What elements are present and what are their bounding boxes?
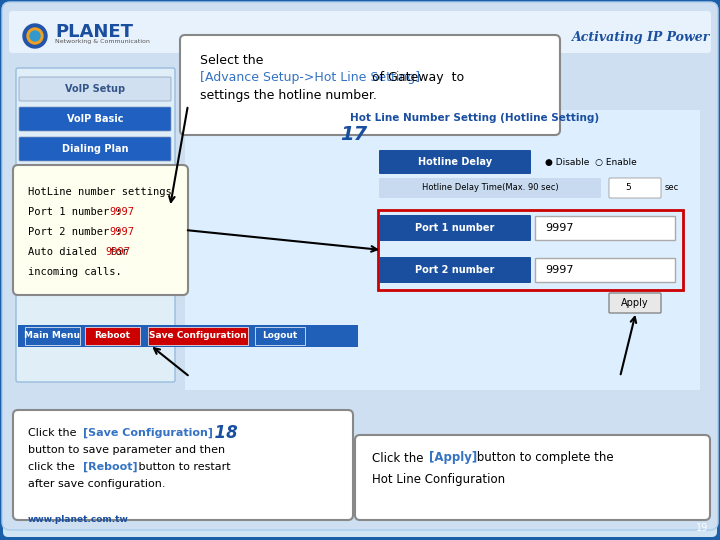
Circle shape: [27, 28, 43, 44]
Text: Select the: Select the: [200, 53, 264, 66]
FancyBboxPatch shape: [379, 178, 601, 198]
FancyBboxPatch shape: [609, 178, 661, 198]
Text: Auto dialed  for: Auto dialed for: [28, 247, 128, 257]
Text: Hotline Delay: Hotline Delay: [418, 157, 492, 167]
Text: click the: click the: [28, 462, 78, 472]
FancyBboxPatch shape: [19, 227, 171, 251]
Text: 18: 18: [203, 424, 238, 442]
FancyBboxPatch shape: [85, 327, 140, 345]
Text: button to restart: button to restart: [135, 462, 230, 472]
Text: 5: 5: [625, 184, 631, 192]
Text: HotLine number settings: HotLine number settings: [28, 187, 172, 197]
Circle shape: [30, 31, 40, 41]
Text: ● Disable  ○ Enable: ● Disable ○ Enable: [545, 158, 636, 166]
FancyBboxPatch shape: [16, 68, 175, 382]
Text: Click the: Click the: [28, 428, 80, 438]
Text: Port 2 number :: Port 2 number :: [28, 227, 128, 237]
Text: of Gateway  to: of Gateway to: [369, 71, 464, 84]
Text: Hot Line Configuration: Hot Line Configuration: [372, 474, 505, 487]
Text: 9997: 9997: [545, 223, 574, 233]
FancyBboxPatch shape: [19, 167, 171, 191]
FancyBboxPatch shape: [535, 258, 675, 282]
Text: Main Menu: Main Menu: [24, 332, 81, 341]
Text: after save configuration.: after save configuration.: [28, 479, 166, 489]
FancyBboxPatch shape: [3, 3, 717, 537]
Bar: [0, 0, 720, 40]
FancyBboxPatch shape: [609, 293, 661, 313]
Text: [Save Configuration]: [Save Configuration]: [83, 428, 213, 438]
Text: VoIP Setup: VoIP Setup: [65, 84, 125, 94]
Text: VoIP Basic: VoIP Basic: [67, 114, 123, 124]
Text: 9997: 9997: [109, 227, 135, 237]
FancyBboxPatch shape: [180, 35, 560, 135]
Text: Networking & Communication: Networking & Communication: [55, 38, 150, 44]
Text: Save Configuration: Save Configuration: [149, 332, 247, 341]
FancyBboxPatch shape: [185, 110, 700, 390]
Text: button to save parameter and then: button to save parameter and then: [28, 445, 225, 455]
FancyBboxPatch shape: [9, 11, 711, 53]
Text: Hot Line Setting: Hot Line Setting: [50, 204, 140, 214]
FancyBboxPatch shape: [148, 327, 248, 345]
FancyBboxPatch shape: [13, 165, 188, 295]
Text: Port 1 number: Port 1 number: [415, 223, 495, 233]
FancyBboxPatch shape: [355, 435, 710, 520]
FancyBboxPatch shape: [25, 327, 80, 345]
Text: 9997: 9997: [545, 265, 574, 275]
Text: Click the: Click the: [372, 451, 427, 464]
Text: Reboot: Reboot: [94, 332, 130, 341]
FancyBboxPatch shape: [19, 77, 171, 101]
Text: [Advance Setup->Hot Line Setting]: [Advance Setup->Hot Line Setting]: [200, 71, 420, 84]
Text: [Reboot]: [Reboot]: [83, 462, 138, 472]
FancyBboxPatch shape: [18, 325, 358, 347]
Text: 17: 17: [340, 125, 367, 145]
FancyBboxPatch shape: [19, 197, 171, 221]
FancyBboxPatch shape: [13, 410, 353, 520]
Text: [Apply]: [Apply]: [429, 451, 477, 464]
Text: PLANET: PLANET: [55, 23, 133, 41]
Text: www.planet.com.tw: www.planet.com.tw: [28, 516, 129, 524]
FancyBboxPatch shape: [255, 327, 305, 345]
FancyBboxPatch shape: [535, 216, 675, 240]
Text: Apply: Apply: [621, 298, 649, 308]
FancyBboxPatch shape: [378, 210, 683, 290]
Text: Dialing Plan: Dialing Plan: [62, 144, 128, 154]
Text: button to complete the: button to complete the: [473, 451, 613, 464]
Text: Hotline Delay Time(Max. 90 sec): Hotline Delay Time(Max. 90 sec): [422, 184, 558, 192]
Text: Port 1 number :: Port 1 number :: [28, 207, 128, 217]
Text: incoming calls.: incoming calls.: [28, 267, 122, 277]
Text: 19: 19: [696, 523, 708, 533]
Text: Activating IP Power: Activating IP Power: [572, 30, 710, 44]
Text: 9997: 9997: [109, 207, 135, 217]
Text: Advance Setting: Advance Setting: [50, 174, 140, 184]
FancyBboxPatch shape: [19, 137, 171, 161]
Circle shape: [23, 24, 47, 48]
Text: Port Status: Port Status: [64, 234, 126, 244]
FancyBboxPatch shape: [19, 107, 171, 131]
Text: Logout: Logout: [262, 332, 297, 341]
Text: sec: sec: [665, 184, 679, 192]
Text: 9997: 9997: [105, 247, 130, 257]
FancyBboxPatch shape: [379, 150, 531, 174]
Text: settings the hotline number.: settings the hotline number.: [200, 89, 377, 102]
FancyBboxPatch shape: [379, 215, 531, 241]
FancyBboxPatch shape: [379, 257, 531, 283]
FancyBboxPatch shape: [2, 2, 718, 530]
Text: Hot Line Number Setting (Hotline Setting): Hot Line Number Setting (Hotline Setting…: [350, 113, 599, 123]
Text: Port 2 number: Port 2 number: [415, 265, 495, 275]
